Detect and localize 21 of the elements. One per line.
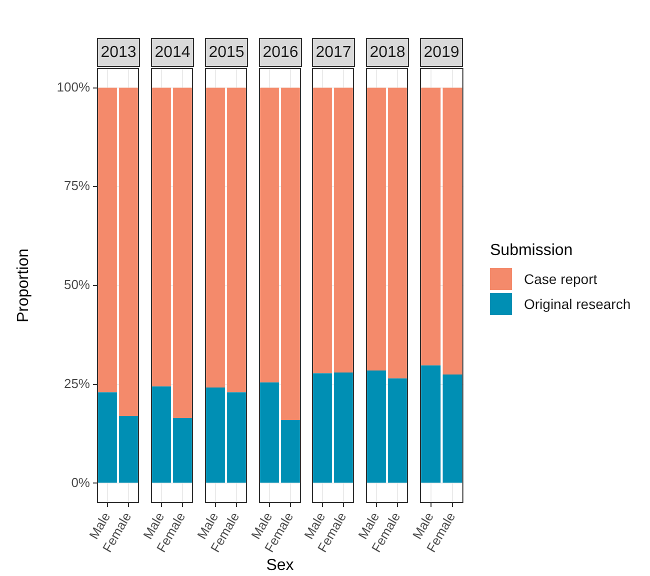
y-tick-label: 25% [64, 376, 90, 391]
legend-label: Case report [524, 270, 598, 286]
legend-title: Submission [490, 242, 574, 260]
chart-title: 2017 [312, 38, 355, 67]
chart-title: 2015 [205, 38, 248, 67]
y-tick-label: 0% [71, 474, 90, 490]
chart-title: 2018 [366, 38, 409, 67]
chart-title: 2013 [97, 38, 140, 67]
chart-title: 2014 [151, 38, 194, 67]
bar [98, 88, 117, 392]
y-tick-label: 75% [64, 178, 90, 194]
bar [119, 416, 138, 483]
chart-title: 2016 [259, 38, 302, 67]
y-axis-title: Proportion [15, 248, 32, 322]
y-tick-label: 50% [64, 277, 90, 292]
legend-label: Original research [524, 296, 631, 312]
y-tick-label: 100% [56, 79, 90, 94]
bar [119, 88, 138, 416]
chart-title: 2019 [420, 38, 463, 67]
x-axis-title: Sex [266, 556, 294, 574]
bar [98, 392, 117, 483]
